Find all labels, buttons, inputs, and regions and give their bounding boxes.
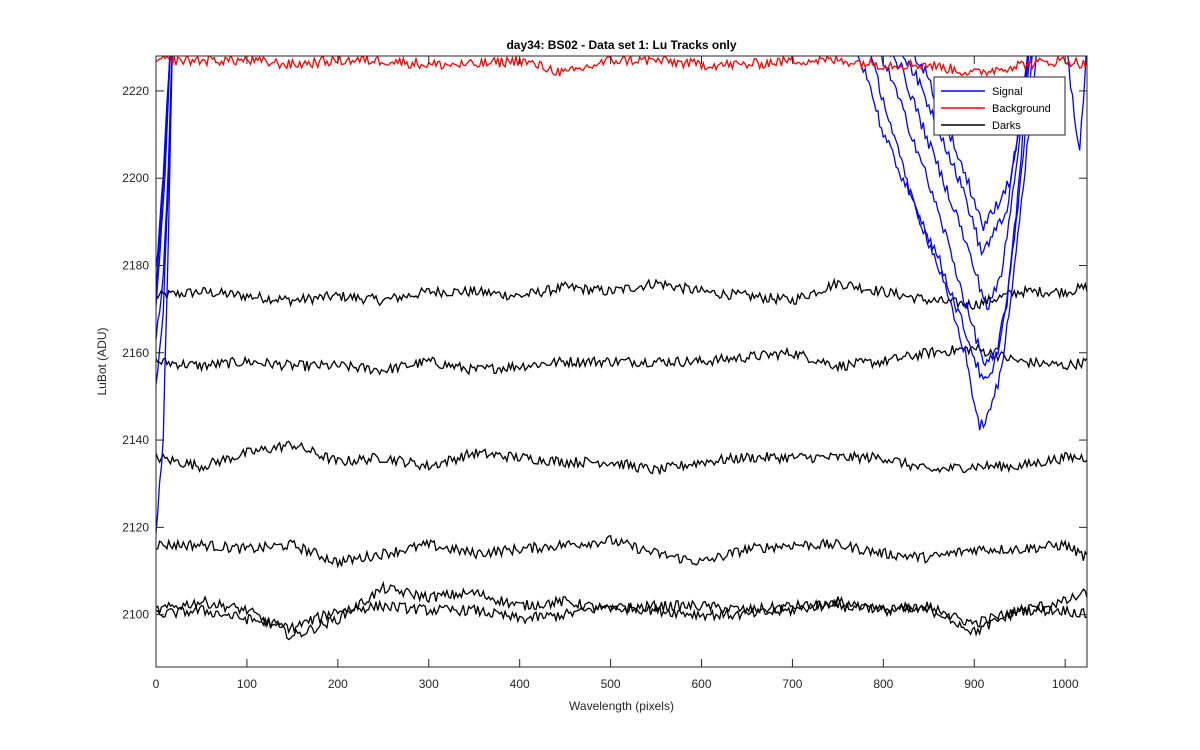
legend-label-signal: Signal	[992, 86, 1023, 98]
x-tick-label: 0	[153, 677, 160, 691]
series-line-signal-6	[156, 56, 1087, 431]
series-line-signal-9	[156, 56, 1028, 311]
x-tick-label: 400	[510, 677, 530, 691]
y-tick-label: 2160	[122, 346, 149, 360]
y-tick-label: 2180	[122, 258, 149, 272]
x-tick-label: 500	[601, 677, 621, 691]
plot-series	[156, 56, 1087, 641]
chart-title: day34: BS02 - Data set 1: Lu Tracks only	[506, 38, 736, 52]
series-line-darks-1	[156, 343, 1087, 376]
x-tick-label: 900	[964, 677, 984, 691]
y-tick-label: 2100	[122, 608, 149, 622]
x-tick-label: 700	[782, 677, 802, 691]
y-axis-label: LuBot (ADU)	[95, 327, 109, 395]
x-axis: 0 100 200 300 400 500 600 700 800 900 1000	[153, 56, 1079, 691]
series-line-darks-5	[156, 595, 1087, 635]
x-tick-label: 800	[873, 677, 893, 691]
y-axis: 2100 2120 2140 2160 2180 2200 2220	[122, 84, 1087, 622]
series-line-darks-2	[156, 440, 1087, 475]
series-line-signal-10	[156, 56, 1030, 292]
y-tick-label: 2140	[122, 433, 149, 447]
y-tick-label: 2120	[122, 520, 149, 534]
y-tick-label: 2200	[122, 171, 149, 185]
x-tick-label: 200	[328, 677, 348, 691]
x-tick-label: 600	[691, 677, 711, 691]
series-line-background-12	[156, 56, 1087, 77]
series-line-darks-4	[156, 580, 1087, 641]
x-tick-label: 1000	[1052, 677, 1079, 691]
legend-label-darks: Darks	[992, 120, 1021, 132]
series-line-signal-11	[156, 56, 1032, 269]
axes-frame	[155, 55, 1088, 668]
legend-label-background: Background	[992, 103, 1051, 115]
series-line-darks-3	[156, 535, 1087, 569]
series-line-darks-0	[156, 277, 1087, 310]
x-axis-label: Wavelength (pixels)	[569, 699, 674, 713]
series-line-signal-7	[156, 56, 1029, 381]
y-tick-label: 2220	[122, 84, 149, 98]
legend: Signal Background Darks	[933, 76, 1066, 136]
x-tick-label: 100	[237, 677, 257, 691]
x-tick-label: 300	[419, 677, 439, 691]
series-line-signal-8	[156, 56, 1033, 534]
